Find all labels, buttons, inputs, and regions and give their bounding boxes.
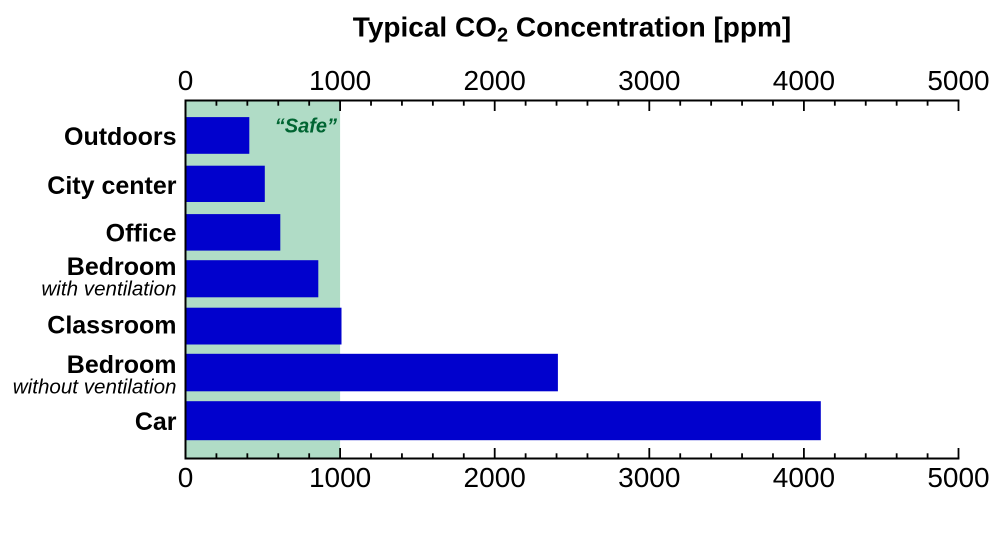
svg-text:Bedroom: Bedroom bbox=[67, 253, 177, 281]
svg-text:2000: 2000 bbox=[464, 65, 526, 96]
svg-text:5000: 5000 bbox=[927, 462, 989, 493]
svg-text:with ventilation: with ventilation bbox=[41, 277, 176, 300]
svg-text:4000: 4000 bbox=[773, 65, 835, 96]
svg-text:Typical CO2 Concentration [ppm: Typical CO2 Concentration [ppm] bbox=[353, 12, 791, 47]
svg-text:4000: 4000 bbox=[773, 462, 835, 493]
svg-text:Car: Car bbox=[135, 408, 177, 436]
svg-text:City center: City center bbox=[47, 172, 176, 200]
svg-text:“Safe”: “Safe” bbox=[275, 116, 337, 138]
svg-text:0: 0 bbox=[178, 65, 194, 96]
svg-text:2000: 2000 bbox=[464, 462, 526, 493]
svg-text:Office: Office bbox=[106, 219, 177, 247]
svg-text:Bedroom: Bedroom bbox=[67, 351, 177, 379]
svg-text:Outdoors: Outdoors bbox=[64, 123, 177, 151]
svg-text:0: 0 bbox=[178, 462, 194, 493]
svg-text:1000: 1000 bbox=[309, 65, 371, 96]
svg-text:5000: 5000 bbox=[927, 65, 989, 96]
svg-text:3000: 3000 bbox=[618, 65, 680, 96]
svg-text:3000: 3000 bbox=[618, 462, 680, 493]
svg-text:1000: 1000 bbox=[309, 462, 371, 493]
svg-text:Classroom: Classroom bbox=[47, 312, 176, 340]
svg-text:without ventilation: without ventilation bbox=[13, 375, 177, 398]
